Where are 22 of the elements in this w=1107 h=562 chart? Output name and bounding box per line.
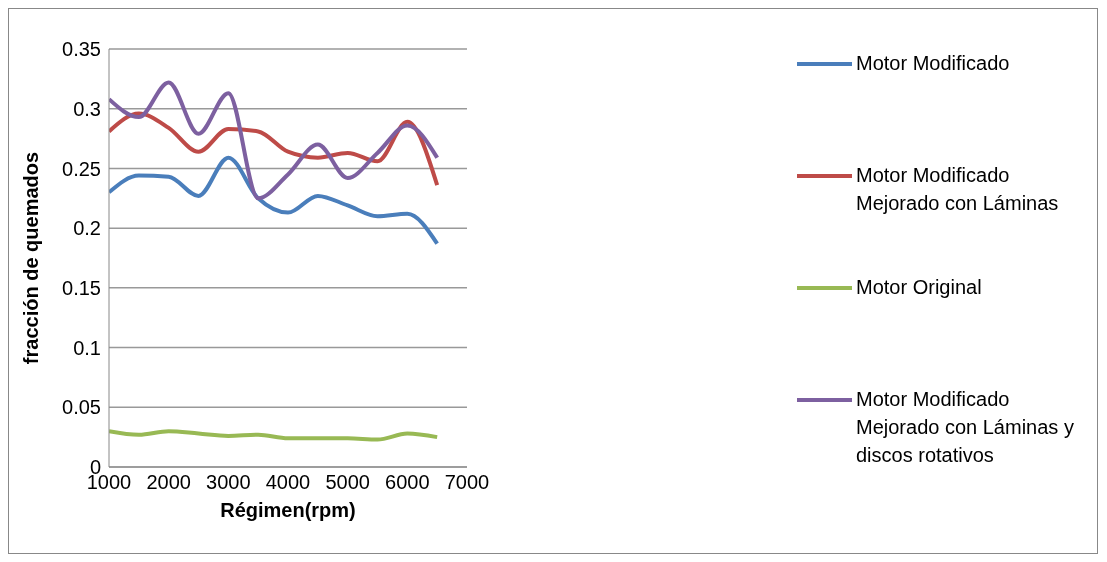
line-series <box>109 80 440 201</box>
x-axis-title: Régimen(rpm) <box>220 499 356 521</box>
x-tick-label: 3000 <box>206 471 251 494</box>
y-tick-label: 0.25 <box>62 157 101 180</box>
legend-label: Motor Modificado <box>856 51 1010 76</box>
y-tick-label: 0.1 <box>73 336 101 359</box>
legend-label: Motor Modificado Mejorado con Láminas <box>856 163 1060 216</box>
x-tick-label: 6000 <box>385 471 430 494</box>
y-tick-label: 0.3 <box>73 97 101 120</box>
y-axis-title: fracción de quemados <box>20 151 43 365</box>
y-tick-label: 0.15 <box>62 276 101 299</box>
x-tick-label: 2000 <box>146 471 191 494</box>
x-tick-label: 5000 <box>325 471 370 494</box>
legend-label: Motor Original <box>856 275 982 300</box>
x-tick-label: 7000 <box>444 471 490 494</box>
legend-label: Motor Modificado Mejorado con Láminas y discos rotativos <box>856 387 1075 468</box>
y-tick-label: 0.35 <box>62 38 101 61</box>
y-tick-label: 0.05 <box>62 396 101 419</box>
line-series <box>109 429 440 442</box>
y-tick-label: 0.2 <box>73 217 101 240</box>
x-tick-label: 4000 <box>265 471 311 494</box>
line-series <box>109 155 440 246</box>
